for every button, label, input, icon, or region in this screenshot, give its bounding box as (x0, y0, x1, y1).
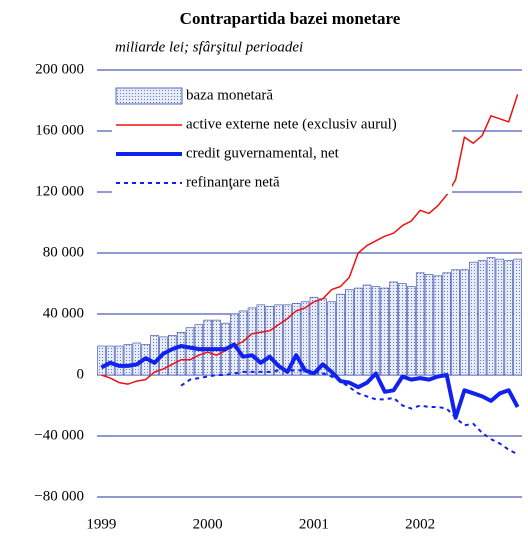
bar (469, 261, 478, 376)
bar (504, 260, 513, 376)
subtitle: miliarde lei; sfârşitul perioadei (115, 39, 303, 55)
y-tick-label: 120 000 (35, 183, 84, 199)
x-tick-label: 2000 (193, 516, 223, 532)
y-tick-label: 200 000 (35, 61, 84, 77)
bar (168, 335, 177, 376)
bar (442, 272, 451, 376)
x-tick-label: 2002 (405, 516, 435, 532)
y-tick-label: 160 000 (35, 122, 84, 138)
bar (362, 284, 372, 376)
bar (123, 344, 133, 376)
chart-title: Contrapartida bazei monetare (180, 9, 401, 28)
bar (185, 327, 195, 376)
y-tick-label: −80 000 (34, 488, 84, 504)
bar (371, 286, 381, 376)
bar (477, 260, 487, 376)
bar (495, 258, 505, 376)
bar (327, 301, 336, 376)
bar (389, 281, 398, 376)
bar (97, 345, 106, 376)
bar (114, 345, 124, 376)
bar (247, 307, 257, 376)
bar (407, 286, 416, 376)
bar (433, 275, 443, 376)
bar (424, 274, 434, 376)
legend-swatch (115, 87, 183, 105)
x-tick-label: 2001 (299, 516, 329, 532)
bar (274, 304, 283, 376)
legend-label: credit guvernamental, net (186, 145, 340, 161)
y-tick-label: 80 000 (43, 244, 84, 260)
y-tick-label: 0 (77, 366, 85, 382)
bar (451, 269, 460, 376)
bar (398, 283, 407, 376)
bar (345, 289, 354, 376)
bar (513, 258, 522, 376)
bar (309, 296, 319, 376)
legend-label: active externe nete (exclusiv aurul) (186, 116, 397, 132)
y-tick-label: −40 000 (34, 427, 84, 443)
bar (132, 342, 142, 376)
bar (265, 306, 274, 376)
x-tick-label: 1999 (86, 516, 116, 532)
bar (256, 304, 266, 376)
legend-label: baza monetară (186, 87, 273, 103)
bar (106, 345, 115, 376)
legend-label: refinanţare netă (186, 174, 280, 190)
line-series (180, 369, 519, 456)
bar (353, 287, 363, 376)
bar (486, 257, 496, 376)
bar (336, 293, 345, 376)
bar (300, 301, 310, 376)
bar (415, 272, 425, 376)
bar (176, 331, 186, 376)
bar (291, 303, 301, 376)
bar (283, 304, 292, 376)
bar (460, 269, 469, 376)
bar (150, 335, 159, 376)
y-tick-label: 40 000 (43, 305, 84, 321)
bar (380, 287, 389, 376)
